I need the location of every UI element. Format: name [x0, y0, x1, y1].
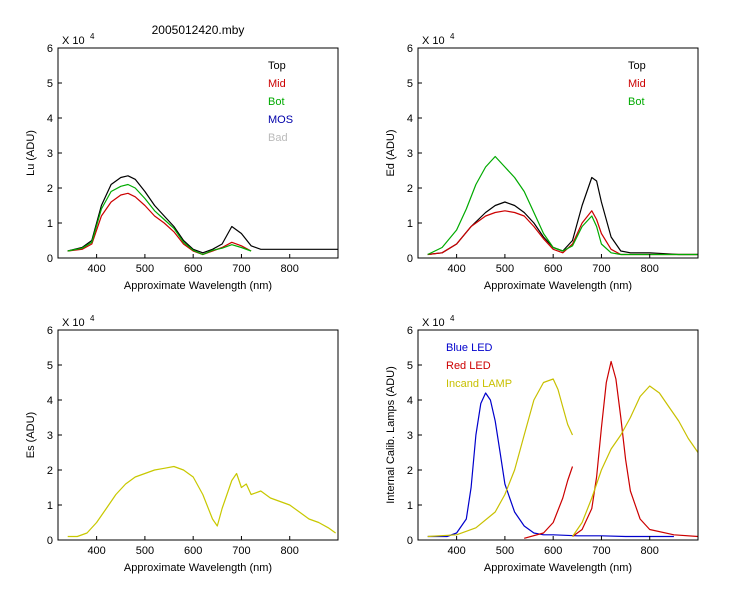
- y-tick-label-es-2: 2: [47, 465, 53, 477]
- y-tick-label-lamps-0: 0: [407, 535, 413, 547]
- exponent-power-lamps: 4: [450, 314, 455, 323]
- exponent-label-es: X 10: [62, 317, 85, 329]
- y-tick-label-ed-6: 6: [407, 43, 413, 55]
- y-tick-label-es-5: 5: [47, 360, 53, 372]
- legend-entry-ed-2: Bot: [628, 96, 645, 108]
- y-tick-label-lu-6: 6: [47, 43, 53, 55]
- y-tick-label-es-3: 3: [47, 430, 53, 442]
- exponent-power-ed: 4: [450, 32, 455, 41]
- legend-entry-lu-1: Mid: [268, 78, 286, 90]
- series-line-lamps-2: [572, 360, 699, 538]
- chart-es: 0 1 2 3 4 5 6 400 500 600 700 800 X 10 4 Approximate W…: [25, 314, 339, 574]
- series-line-ed-1: [427, 210, 698, 256]
- y-tick-label-lamps-3: 3: [407, 430, 413, 442]
- chart-lu: 0 1 2 3 4 5 6 400 500 600 700 800 X 10 4 Approximate W…: [25, 32, 339, 292]
- series-line-ed-2: [427, 155, 698, 256]
- series-line-lamps-0: [427, 392, 674, 538]
- x-tick-label-ed-1: 500: [496, 263, 514, 275]
- legend-entry-lamps-0: Blue LED: [446, 342, 493, 354]
- legend-entry-lu-4: Bad: [268, 132, 288, 144]
- series-line-lu-1: [67, 192, 252, 256]
- x-tick-label-ed-4: 800: [641, 263, 659, 275]
- y-tick-label-ed-5: 5: [407, 78, 413, 90]
- x-axis-label-ed: Approximate Wavelength (nm): [484, 280, 632, 292]
- legend-entry-lu-2: Bot: [268, 96, 285, 108]
- exponent-power-es: 4: [90, 314, 95, 323]
- y-tick-label-es-6: 6: [47, 325, 53, 337]
- y-tick-label-lamps-6: 6: [407, 325, 413, 337]
- exponent-label-lamps: X 10: [422, 317, 445, 329]
- x-tick-label-lamps-3: 700: [592, 545, 610, 557]
- chart-lamps: 0 1 2 3 4 5 6 400 500 600 700 800 X 10 4 Approximate W…: [385, 314, 699, 574]
- y-axis-label-lamps: Internal Calib. Lamps (ADU): [385, 366, 397, 504]
- y-tick-label-lamps-2: 2: [407, 465, 413, 477]
- plot-frame-es: [57, 329, 339, 541]
- x-tick-label-es-3: 700: [232, 545, 250, 557]
- y-tick-label-lu-3: 3: [47, 148, 53, 160]
- y-tick-label-lamps-5: 5: [407, 360, 413, 372]
- legend-entry-lu-0: Top: [268, 60, 286, 72]
- x-axis-label-es: Approximate Wavelength (nm): [124, 562, 272, 574]
- x-tick-label-es-2: 600: [184, 545, 202, 557]
- y-tick-label-ed-0: 0: [407, 253, 413, 265]
- legend-entry-ed-0: Top: [628, 60, 646, 72]
- y-tick-label-es-4: 4: [47, 395, 53, 407]
- x-tick-label-ed-2: 600: [544, 263, 562, 275]
- y-axis-label-ed: Ed (ADU): [385, 129, 397, 176]
- x-tick-label-lu-0: 400: [87, 263, 105, 275]
- exponent-label-lu: X 10: [62, 35, 85, 47]
- x-tick-label-ed-0: 400: [447, 263, 465, 275]
- y-tick-label-es-0: 0: [47, 535, 53, 547]
- series-line-es-0: [67, 465, 336, 538]
- plot-frame-ed: [417, 47, 699, 259]
- y-tick-label-lu-5: 5: [47, 78, 53, 90]
- y-tick-label-ed-2: 2: [407, 183, 413, 195]
- y-tick-label-es-1: 1: [47, 500, 53, 512]
- x-tick-label-es-4: 800: [281, 545, 299, 557]
- legend-entry-lamps-2: Incand LAMP: [446, 378, 512, 390]
- exponent-power-lu: 4: [90, 32, 95, 41]
- x-tick-label-lamps-4: 800: [641, 545, 659, 557]
- y-tick-label-lu-2: 2: [47, 183, 53, 195]
- y-tick-label-lu-1: 1: [47, 218, 53, 230]
- plot-frame-lu: [57, 47, 339, 259]
- exponent-label-ed: X 10: [422, 35, 445, 47]
- series-line-lu-0: [67, 175, 338, 254]
- figure-title: 2005012420.mby: [152, 23, 245, 37]
- legend-entry-lu-3: MOS: [268, 114, 293, 126]
- x-axis-label-lu: Approximate Wavelength (nm): [124, 280, 272, 292]
- y-axis-label-es: Es (ADU): [25, 412, 37, 458]
- legend-entry-ed-1: Mid: [628, 78, 646, 90]
- x-tick-label-ed-3: 700: [592, 263, 610, 275]
- series-line-lamps-4: [572, 385, 699, 537]
- series-line-lamps-3: [427, 378, 574, 538]
- series-line-ed-0: [427, 176, 698, 256]
- y-tick-label-lamps-4: 4: [407, 395, 413, 407]
- x-tick-label-lamps-2: 600: [544, 545, 562, 557]
- series-line-lu-2: [67, 183, 252, 256]
- y-tick-label-lu-4: 4: [47, 113, 53, 125]
- x-tick-label-lu-3: 700: [232, 263, 250, 275]
- x-axis-label-lamps: Approximate Wavelength (nm): [484, 562, 632, 574]
- x-tick-label-lu-1: 500: [136, 263, 154, 275]
- legend-entry-lamps-1: Red LED: [446, 360, 491, 372]
- y-tick-label-ed-3: 3: [407, 148, 413, 160]
- y-axis-label-lu: Lu (ADU): [25, 130, 37, 176]
- x-tick-label-es-0: 400: [87, 545, 105, 557]
- x-tick-label-lamps-0: 400: [447, 545, 465, 557]
- x-tick-label-lu-2: 600: [184, 263, 202, 275]
- chart-ed: 0 1 2 3 4 5 6 400 500 600 700 800 X 10 4 Approximate W…: [385, 32, 699, 292]
- y-tick-label-ed-1: 1: [407, 218, 413, 230]
- x-tick-label-es-1: 500: [136, 545, 154, 557]
- y-tick-label-lamps-1: 1: [407, 500, 413, 512]
- series-line-lamps-1: [524, 466, 574, 539]
- x-tick-label-lu-4: 800: [281, 263, 299, 275]
- y-tick-label-lu-0: 0: [47, 253, 53, 265]
- x-tick-label-lamps-1: 500: [496, 545, 514, 557]
- y-tick-label-ed-4: 4: [407, 113, 413, 125]
